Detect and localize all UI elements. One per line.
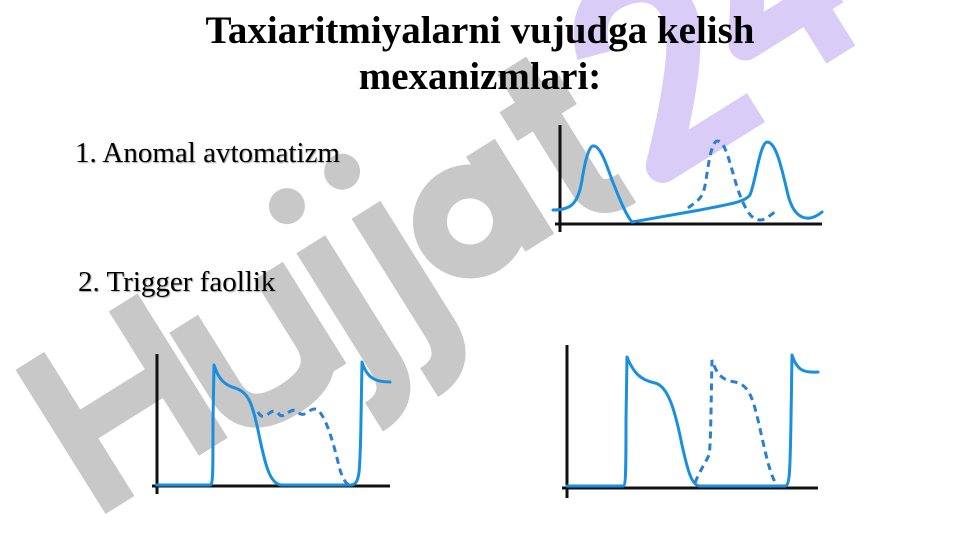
slide-title: Taxiaritmiyalarni vujudga kelish mexaniz… xyxy=(0,8,960,100)
dashed-curve xyxy=(693,359,780,488)
diagram-trigger-early xyxy=(152,354,392,494)
solid-curve xyxy=(565,353,820,488)
solid-curve xyxy=(551,140,824,224)
item-trigger-faollik: 2. Trigger faollik xyxy=(78,266,276,298)
watermark-purple-digits xyxy=(573,0,856,183)
diagram-anomal-automatism xyxy=(551,125,824,232)
item-anomal-avtomatizm: 1. Anomal avtomatizm xyxy=(75,137,340,169)
solid-curve xyxy=(155,360,392,487)
title-line-1: Taxiaritmiyalarni vujudga kelish xyxy=(205,9,755,52)
dashed-curve xyxy=(256,407,353,488)
diagram-trigger-late xyxy=(562,345,820,498)
title-line-2: mexanizmlari: xyxy=(358,55,602,98)
dashed-curve xyxy=(687,139,776,222)
watermark-gray-letters xyxy=(15,56,637,515)
